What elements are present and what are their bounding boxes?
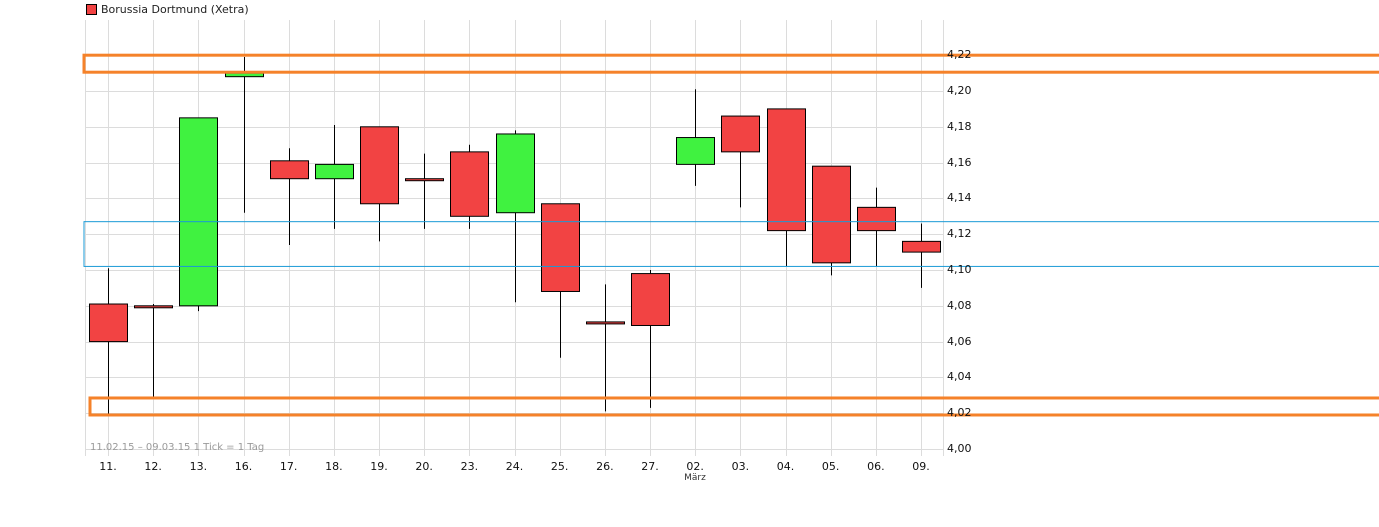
x-tick-label: 27. [641, 460, 659, 473]
month-label: März [684, 473, 706, 483]
x-tick-label: 06. [867, 460, 885, 473]
candle [631, 270, 670, 408]
y-tick-label: 4,14 [947, 191, 972, 205]
x-tick-label: 12. [144, 460, 162, 473]
date-range-label: 11.02.15 – 09.03.15 1 Tick = 1 Tag [90, 442, 265, 453]
y-tick-label: 4,10 [947, 263, 972, 276]
x-tick-label: 02. [686, 460, 704, 473]
x-tick-label: 25. [550, 460, 569, 473]
legend-swatch-icon [86, 4, 97, 15]
x-tick-label: 11. [99, 460, 117, 473]
legend: Borussia Dortmund (Xetra) [86, 3, 249, 16]
blue-range-box [83, 221, 1379, 267]
x-tick-label: 04. [776, 460, 795, 473]
y-tick-label: 4,22 [947, 48, 972, 62]
candle [134, 304, 173, 399]
y-tick-label: 4,00 [947, 442, 972, 455]
candle [676, 89, 715, 186]
candle [270, 148, 309, 245]
legend-label: Borussia Dortmund (Xetra) [101, 3, 249, 16]
y-tick-label: 4,20 [947, 84, 972, 97]
candle [496, 130, 535, 303]
x-tick-label: 24. [505, 460, 524, 473]
x-tick-label: 09. [912, 460, 930, 473]
x-tick-label: 26. [596, 460, 614, 473]
candle [360, 126, 399, 242]
x-tick-label: 20. [415, 460, 433, 473]
orange-range-box [88, 396, 1379, 417]
candle [225, 56, 264, 213]
x-tick-label: 17. [279, 460, 298, 473]
candle [450, 144, 489, 229]
y-tick-label: 4,02 [947, 406, 972, 420]
candle [812, 165, 851, 276]
y-tick-label: 4,04 [947, 370, 972, 384]
candle [721, 115, 760, 208]
y-tick-label: 4,06 [947, 334, 972, 348]
candle [89, 268, 128, 415]
x-tick-label: 03. [731, 460, 750, 473]
candle [902, 223, 941, 288]
x-tick-label: 23. [460, 460, 479, 473]
candle [586, 284, 625, 412]
x-tick-label: 19. [370, 460, 388, 473]
x-tick-label: 13. [189, 460, 208, 473]
candle [541, 203, 580, 358]
candle [405, 153, 444, 229]
x-tick-label: 18. [325, 460, 343, 473]
x-tick-label: 16. [234, 460, 253, 473]
candle [857, 187, 896, 267]
x-tick-label: 05. [821, 460, 840, 473]
orange-range-box [82, 53, 1379, 74]
y-tick-label: 4,12 [947, 227, 972, 241]
candle [315, 125, 354, 229]
y-tick-label: 4,18 [947, 119, 972, 133]
candle [767, 108, 806, 267]
candle [179, 117, 218, 312]
y-tick-label: 4,08 [947, 298, 972, 312]
y-tick-label: 4,16 [947, 155, 972, 169]
